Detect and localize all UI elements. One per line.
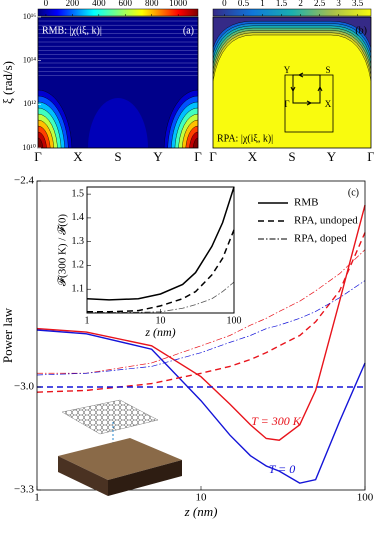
contour-fill — [213, 17, 371, 148]
colorbar-tick-label: 2 — [298, 0, 303, 8]
series-line — [37, 249, 366, 374]
x-tick-label: S — [114, 149, 121, 164]
annotation: T = 300 K — [251, 414, 302, 428]
colorbar-tick-label: 400 — [92, 0, 106, 8]
y-tick-label: 10¹⁶ — [23, 12, 36, 21]
x-axis-label: z (nm) — [184, 504, 218, 519]
x-tick-label: Γ — [367, 149, 374, 164]
y-axis-label: ξ (rad/s) — [0, 61, 15, 104]
y-axis-label: Power law — [0, 307, 15, 363]
legend-label: RPA, doped — [294, 233, 347, 245]
colorbar-tick-label: 1 — [260, 0, 265, 8]
colorbar — [212, 8, 372, 17]
panel-label: (c) — [348, 187, 359, 198]
y-tick-label: 10¹² — [23, 99, 36, 108]
colorbar-tick-label: 3 — [336, 0, 341, 8]
x-tick-label: Γ — [34, 149, 42, 164]
contour-fill — [38, 137, 44, 148]
contour-fill — [213, 17, 371, 49]
path-label: Γ — [284, 99, 289, 109]
plot-frame — [37, 16, 199, 149]
x-tick-label: 1 — [85, 315, 90, 326]
substrate-right — [108, 460, 182, 496]
colorbar-tick-label: 2.5 — [314, 0, 326, 8]
x-tick-label: 10 — [156, 315, 166, 326]
legend-label: RMB — [294, 197, 318, 209]
series-line — [87, 229, 235, 313]
y-tick-label: 1.3 — [72, 236, 85, 247]
y-tick-label: 1.1 — [72, 284, 85, 295]
colorbar-tick-label: 200 — [66, 0, 80, 8]
colorbar-tick-label: 1.5 — [276, 0, 288, 8]
x-tick-label: 1 — [34, 492, 40, 504]
series-line — [36, 280, 366, 376]
contour-fill — [213, 17, 371, 76]
x-tick-label: X — [73, 149, 83, 164]
series-line — [87, 281, 235, 313]
contour-map — [38, 17, 198, 148]
contour-fill — [213, 17, 371, 82]
x-tick-label: 100 — [357, 492, 374, 504]
y-tick-label: 1.2 — [72, 260, 85, 271]
panel-label: (a) — [183, 25, 194, 36]
path-label: X — [325, 99, 332, 109]
substrate-left — [58, 456, 108, 496]
y-tick-label: 1.4 — [72, 212, 85, 223]
x-tick-label: Γ — [194, 149, 202, 164]
colorbar-tick-label: 0 — [44, 0, 49, 8]
arrow-head — [297, 72, 304, 78]
x-tick-label: Y — [327, 149, 337, 164]
x-tick-label: Γ — [209, 149, 217, 164]
contour-fill — [213, 17, 371, 71]
x-tick-label: S — [288, 149, 295, 164]
series-line — [86, 186, 235, 301]
colorbar — [37, 8, 199, 17]
contour-fill — [192, 137, 198, 148]
colorbar-tick-label: 0.5 — [238, 0, 250, 8]
annotation: RMB: |χ(iξ, k)| — [42, 25, 102, 36]
colorbar-tick-label: 600 — [119, 0, 133, 8]
contour-fill — [88, 98, 148, 148]
y-tick-label: 10¹⁴ — [23, 55, 36, 64]
colorbar-tick-label: 1000 — [169, 0, 188, 8]
x-tick-label: 10 — [196, 492, 208, 504]
y-tick-label: 10¹⁰ — [22, 143, 36, 152]
annotation: RPA: |χ(iξ, k)| — [217, 133, 273, 144]
y-tick-label: −3.3 — [14, 484, 34, 496]
y-tick-label: −3.0 — [14, 381, 34, 393]
y-axis-label: 𝓕(300 K) / 𝓕(0) — [57, 214, 69, 286]
x-tick-label: 100 — [227, 315, 242, 326]
series-line — [36, 232, 366, 393]
colorbar-tick-label: 0 — [222, 0, 227, 8]
y-tick-label: −2.4 — [14, 175, 34, 187]
x-tick-label: Y — [153, 149, 163, 164]
path-label: Y — [284, 65, 291, 75]
y-tick-label: 1.5 — [72, 188, 85, 199]
series-line — [36, 204, 366, 441]
graphene-sheet — [61, 399, 159, 435]
legend-label: RPA, undoped — [294, 215, 358, 227]
arrow-head — [317, 85, 323, 92]
x-axis-label: z (nm) — [144, 325, 175, 339]
arrow-head — [306, 100, 313, 106]
annotation: T = 0 — [269, 462, 296, 476]
substrate-top — [58, 438, 182, 480]
colorbar-tick-label: 800 — [145, 0, 159, 8]
panel-label: (b) — [355, 25, 367, 36]
contour-map — [213, 17, 371, 148]
path-label: S — [325, 65, 330, 75]
x-tick-label: X — [248, 149, 258, 164]
colorbar-tick-label: 3.5 — [352, 0, 364, 8]
plot-frame — [212, 16, 372, 149]
arrow-head — [290, 86, 296, 93]
series-line — [36, 329, 366, 484]
